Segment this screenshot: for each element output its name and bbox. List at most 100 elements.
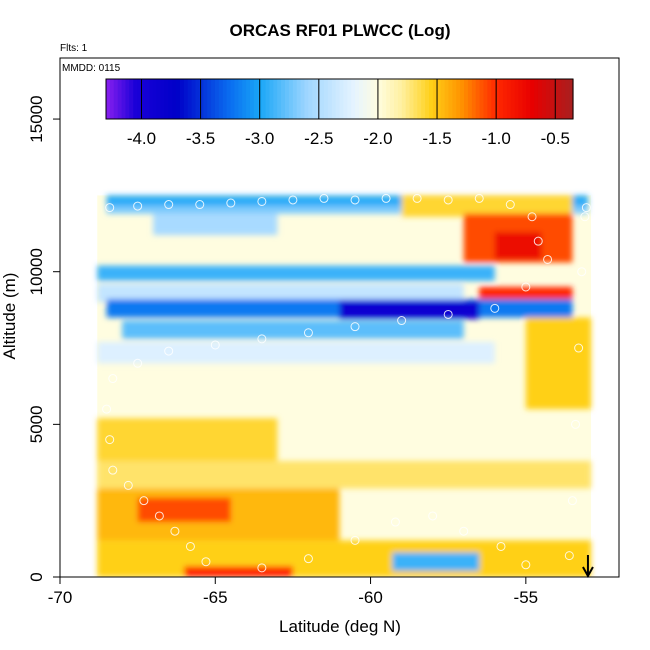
colorbar-swatch — [467, 79, 473, 119]
colorbar-swatch — [156, 79, 162, 119]
field-cell — [339, 300, 480, 320]
heatmap-field — [97, 195, 592, 577]
track-point — [571, 419, 581, 429]
colorbar-tick-label: -0.5 — [541, 129, 570, 148]
field-cell — [137, 497, 231, 523]
colorbar-swatch — [121, 79, 127, 119]
arrow-head — [582, 566, 594, 579]
track-point — [226, 198, 236, 208]
field-cell — [97, 540, 592, 577]
colorbar-swatch — [226, 79, 232, 119]
colorbar-swatch — [429, 79, 434, 119]
colorbar-swatch — [292, 79, 298, 119]
colorbar-swatch — [300, 79, 306, 119]
track-point — [185, 541, 195, 551]
colorbar-swatch — [514, 79, 520, 119]
track-point — [443, 195, 453, 205]
colorbar-swatch — [397, 79, 403, 119]
track-point — [105, 435, 115, 445]
colorbar-tick-label: -2.5 — [304, 129, 333, 148]
track-point — [564, 551, 574, 561]
colorbar: -4.0 -3.5 -3.0 -2.5 -2.0 -1.5 -1.0 -0.5 — [105, 78, 574, 148]
track-point — [397, 316, 407, 326]
colorbar-swatch — [323, 79, 329, 119]
field-cell — [401, 195, 573, 217]
colorbar-swatch — [179, 79, 185, 119]
track-point — [496, 541, 506, 551]
track-point — [390, 517, 400, 527]
colorbar-swatch — [479, 79, 485, 119]
track-point — [288, 195, 298, 205]
colorbar-swatch — [141, 79, 146, 119]
colorbar-swatch — [339, 79, 344, 119]
field-bands — [97, 195, 592, 577]
track-point — [490, 303, 500, 313]
colorbar-swatch — [277, 79, 282, 119]
track-point — [577, 267, 587, 277]
colorbar-swatch — [304, 79, 309, 119]
colorbar-swatch — [327, 79, 333, 119]
colorbar-swatch — [421, 79, 426, 119]
colorbar-swatch — [530, 79, 535, 119]
field-cell — [184, 566, 293, 577]
colorbar-swatch — [113, 79, 119, 119]
track-point — [580, 212, 590, 222]
colorbar-swatch — [125, 79, 130, 119]
colorbar-swatch — [172, 79, 177, 119]
x-tick-label: -60 — [358, 588, 383, 607]
track-point — [350, 195, 360, 205]
colorbar-swatch — [335, 79, 341, 119]
colorbar-swatch — [343, 79, 348, 119]
x-tick-label: -55 — [514, 588, 539, 607]
colorbar-swatch — [347, 79, 352, 119]
chart-title: ORCAS RF01 PLWCC (Log) — [230, 21, 451, 40]
colorbar-swatch — [382, 79, 387, 119]
track-point — [201, 557, 211, 567]
plot-area — [97, 193, 592, 577]
track-point — [139, 496, 149, 506]
track-point — [170, 526, 180, 536]
field-cell — [479, 286, 573, 300]
track-point — [350, 535, 360, 545]
track-point — [108, 374, 118, 384]
colorbar-swatch — [195, 79, 200, 119]
colorbar-swatch — [456, 79, 461, 119]
field-cell — [525, 317, 592, 410]
colorbar-frame — [105, 78, 574, 120]
colorbar-swatch — [553, 79, 559, 119]
track-point — [303, 554, 313, 564]
track-point — [123, 480, 133, 490]
colorbar-swatch — [261, 79, 267, 119]
y-tick-label: 5000 — [27, 405, 46, 443]
colorbar-swatch — [160, 79, 165, 119]
track-point — [350, 322, 360, 332]
colorbar-swatch — [168, 79, 173, 119]
track-point — [319, 193, 329, 203]
track-point — [581, 203, 591, 213]
track-point — [574, 343, 584, 353]
colorbar-swatch — [246, 79, 251, 119]
colorbar-swatch — [265, 79, 271, 119]
colorbar-swatch — [502, 79, 508, 119]
colorbar-swatch — [281, 79, 286, 119]
colorbar-swatch — [440, 79, 446, 119]
colorbar-swatch — [183, 79, 189, 119]
colorbar-swatch — [203, 79, 208, 119]
track-point — [210, 340, 220, 350]
flights-annotation: Flts: 1 — [60, 43, 88, 54]
colorbar-swatch — [133, 79, 138, 119]
colorbar-swatch — [308, 79, 313, 119]
track-point — [567, 496, 577, 506]
colorbar-swatch — [522, 79, 527, 119]
colorbar-swatch — [506, 79, 512, 119]
track-point — [527, 212, 537, 222]
colorbar-swatch — [409, 79, 415, 119]
colorbar-swatch — [296, 79, 302, 119]
flight-track — [102, 193, 591, 573]
field-cell — [106, 195, 588, 207]
colorbar-swatch — [393, 79, 399, 119]
colorbar-swatch — [355, 79, 360, 119]
colorbar-swatch — [358, 79, 364, 119]
direction-arrow-icon — [582, 555, 594, 579]
